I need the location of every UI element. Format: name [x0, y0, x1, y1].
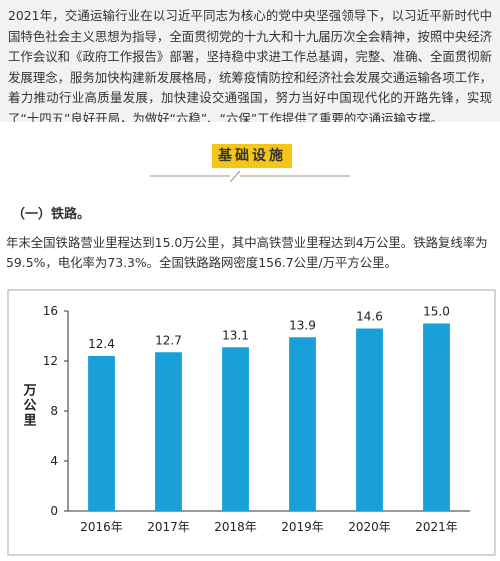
- paragraph: 年末全国铁路营业里程达到15.0万公里，其中高铁营业里程达到4万公里。铁路复线率…: [6, 235, 488, 270]
- x-tick-label: 2021年: [415, 520, 458, 534]
- bar: [356, 328, 383, 511]
- bar: [155, 352, 182, 511]
- value-label: 13.9: [289, 318, 316, 332]
- x-tick-label: 2016年: [80, 520, 123, 534]
- y-axis-label: 万公里: [21, 383, 38, 428]
- section-decoration: [150, 170, 350, 183]
- y-tick-label: 8: [50, 404, 58, 418]
- value-label: 13.1: [222, 328, 249, 342]
- bar: [88, 356, 115, 511]
- bar: [222, 347, 249, 511]
- x-tick-label: 2017年: [147, 520, 190, 534]
- value-label: 12.7: [155, 333, 182, 347]
- value-label: 15.0: [423, 305, 450, 319]
- x-tick-label: 2018年: [214, 520, 257, 534]
- x-tick-label: 2020年: [348, 520, 391, 534]
- bar: [289, 337, 316, 511]
- x-tick-label: 2019年: [281, 520, 324, 534]
- intro-text: 2021年，交通运输行业在以习近平同志为核心的党中央坚强领导下，以习近平新时代中…: [0, 0, 500, 122]
- y-tick-label: 12: [43, 354, 58, 368]
- y-tick-label: 0: [50, 504, 58, 518]
- chart-frame: [7, 289, 496, 556]
- section-header: 基础设施: [0, 138, 500, 188]
- y-tick-label: 16: [43, 304, 58, 318]
- subtitle: （一）铁路。: [12, 207, 91, 222]
- y-tick-label: 4: [50, 454, 58, 468]
- value-label: 12.4: [88, 337, 115, 351]
- section-title: 基础设施: [212, 144, 292, 168]
- bar: [423, 323, 450, 511]
- value-label: 14.6: [356, 310, 383, 324]
